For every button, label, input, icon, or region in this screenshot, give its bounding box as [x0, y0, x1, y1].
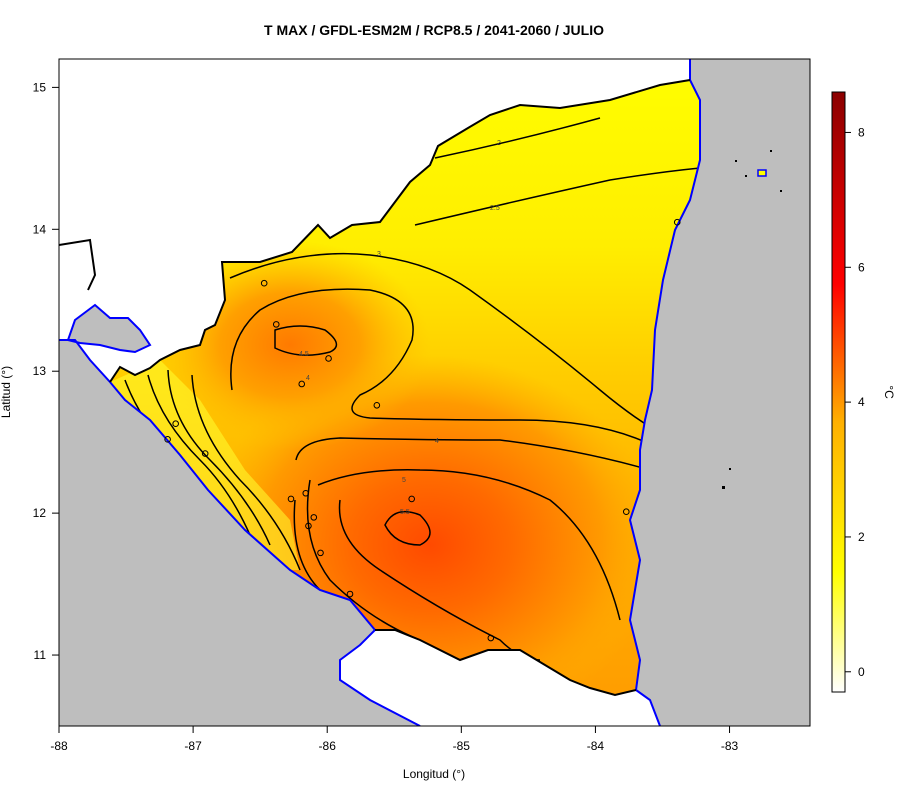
station-marker: [298, 380, 306, 388]
contour-label: 5.5: [400, 509, 410, 516]
borders: [59, 79, 691, 697]
station-marker: [408, 495, 416, 503]
station-marker: [201, 450, 209, 457]
x-tick-label: -85: [453, 739, 471, 753]
contour-label: 4: [306, 375, 310, 382]
station-marker: [164, 436, 171, 443]
station-marker: [622, 508, 630, 516]
colorbar-tick-label: 0: [858, 665, 865, 679]
contour-label: 3: [377, 251, 381, 258]
station-marker: [172, 420, 179, 428]
honduras-area: [59, 59, 690, 382]
colorbar: 0 2 4 6 8 °C: [831, 91, 896, 693]
y-tick-label: 12: [33, 506, 47, 520]
y-tick-label: 13: [33, 364, 47, 378]
station-marker: [325, 355, 332, 362]
contour-label: 2.5: [490, 205, 500, 212]
contour-labels: 2 2.5 3 4 4.5 4 5 5.5: [299, 140, 501, 516]
costa-rica-area: [340, 630, 660, 726]
station-marker: [260, 279, 268, 287]
station-marker: [287, 495, 295, 503]
x-axis: -88 -87 -86 -85 -84 -83: [50, 725, 739, 753]
station-marker: [346, 590, 354, 598]
y-axis-label: Latitud (°): [0, 366, 13, 418]
station-marker: [302, 489, 310, 497]
x-tick-label: -83: [721, 739, 739, 753]
x-tick-label: -87: [184, 739, 202, 753]
colorbar-unit-label: °C: [882, 385, 896, 399]
y-tick-label: 15: [33, 80, 47, 94]
station-marker: [487, 634, 495, 642]
station-marker: [310, 514, 318, 521]
chart-title: T MAX / GFDL-ESM2M / RCP8.5 / 2041-2060 …: [264, 22, 604, 38]
station-marker: [317, 549, 324, 557]
colorbar-tick-label: 4: [858, 395, 865, 409]
x-tick-label: -84: [587, 739, 605, 753]
contour-label: 4.5: [299, 351, 309, 358]
y-tick-label: 11: [34, 648, 47, 662]
colorbar-tick-label: 8: [858, 125, 865, 139]
islands: [722, 150, 782, 489]
contour-label: 4: [435, 438, 439, 445]
x-axis-label: Longitud (°): [403, 767, 465, 781]
colorbar-tick-label: 2: [858, 530, 865, 544]
contour-label: 2: [497, 140, 501, 147]
station-marker: [305, 522, 312, 530]
x-tick-label: -88: [50, 739, 68, 753]
contour-lines: [124, 117, 700, 661]
y-axis: 11 12 13 14 15: [33, 80, 60, 662]
contour-label: 5: [402, 477, 406, 484]
x-tick-label: -86: [319, 739, 337, 753]
station-marker: [373, 401, 381, 409]
station-marker: [673, 218, 681, 226]
station-marker: [272, 321, 280, 328]
colorbar-tick-label: 6: [858, 260, 865, 274]
y-tick-label: 14: [33, 222, 47, 236]
station-markers: [164, 218, 681, 642]
colorbar-gradient: [831, 91, 846, 693]
coastlines: [59, 59, 701, 726]
